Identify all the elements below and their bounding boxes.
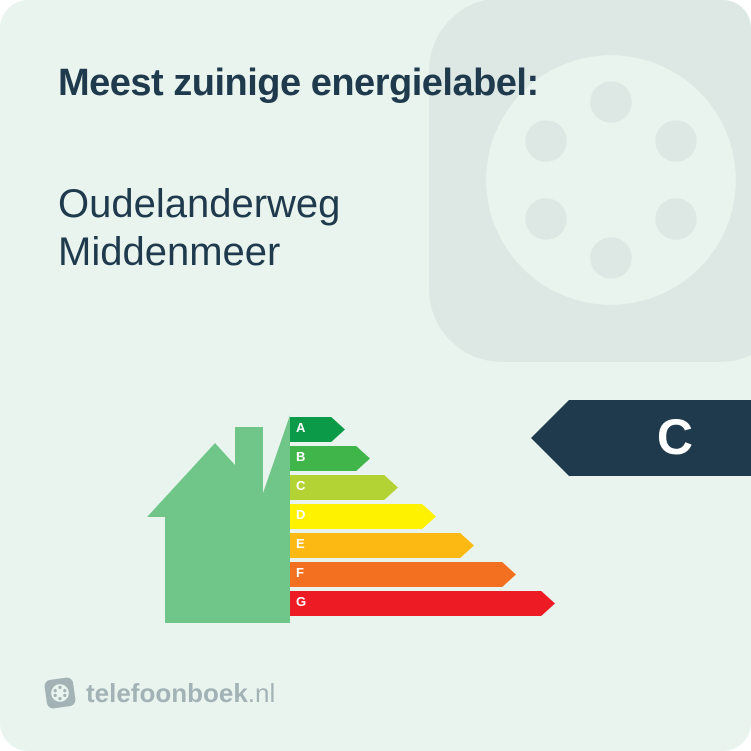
bar-arrow-shape [290, 591, 555, 616]
bar-letter: E [296, 536, 305, 551]
bar-letter: F [296, 565, 304, 580]
house-icon [135, 415, 290, 628]
bar-letter: D [296, 507, 305, 522]
brand-phone-icon [44, 677, 76, 709]
card-title: Meest zuinige energielabel: [58, 62, 539, 105]
bar-arrow-shape [290, 562, 516, 587]
brand-tld: .nl [248, 678, 275, 708]
badge-arrow-shape [531, 400, 751, 476]
selected-label-letter: C [657, 408, 693, 466]
bar-arrow-shape [290, 475, 398, 500]
bar-letter: B [296, 449, 305, 464]
bar-arrow-shape [290, 533, 474, 558]
subtitle-line-2: Middenmeer [58, 228, 340, 276]
energy-label-card: Meest zuinige energielabel: Oudelanderwe… [0, 0, 751, 751]
brand-text: telefoonboek.nl [86, 678, 275, 709]
card-subtitle: Oudelanderweg Middenmeer [58, 180, 340, 276]
subtitle-line-1: Oudelanderweg [58, 180, 340, 228]
brand-name: telefoonboek [86, 678, 248, 708]
bar-letter: A [296, 420, 305, 435]
bar-arrow-shape [290, 504, 436, 529]
bar-letter: C [296, 478, 305, 493]
bar-letter: G [296, 594, 306, 609]
footer-brand: telefoonboek.nl [44, 677, 275, 709]
